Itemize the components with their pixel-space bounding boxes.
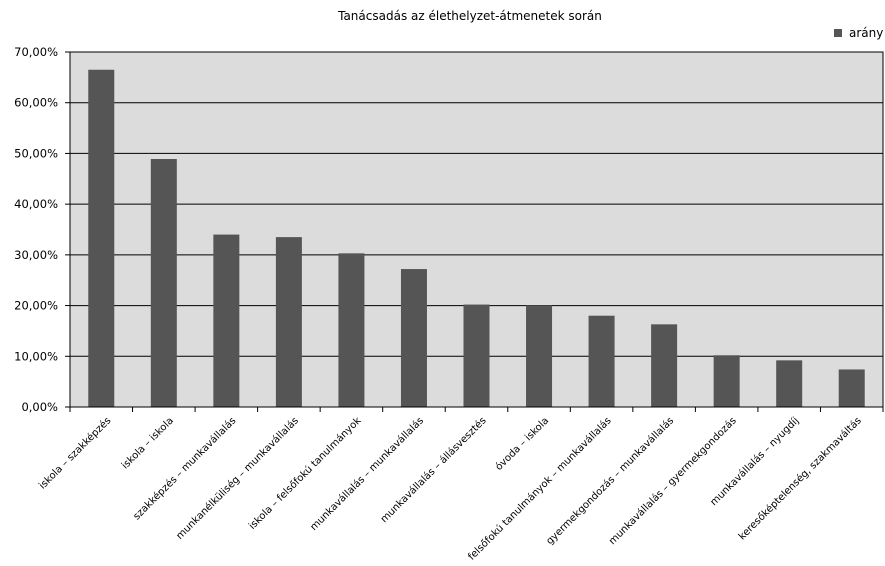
- y-tick-label: 60,00%: [14, 96, 58, 110]
- x-category-label: iskola – szakképzés: [37, 415, 114, 492]
- y-tick-label: 40,00%: [14, 197, 58, 211]
- bar: [88, 69, 115, 407]
- y-tick-label: 10,00%: [14, 349, 58, 363]
- x-category-label: munkavállalás – munkavállalás: [308, 415, 426, 533]
- plot-frame: [69, 51, 884, 408]
- x-category-label: felsőfokú tanulmányok – munkavállalás: [466, 415, 614, 563]
- x-category-label: iskola – felsőfokú tanulmányok: [246, 414, 363, 531]
- x-category-label: keresőképtelenség, szakmaváltás: [736, 415, 864, 543]
- bar: [338, 253, 365, 407]
- x-category-label: munkanélküliség – munkavállalás: [174, 415, 301, 542]
- bar: [400, 269, 427, 407]
- y-tick-label: 0,00%: [21, 400, 58, 414]
- bar: [150, 159, 177, 407]
- x-category-label: munkavállalás – állásvesztés: [378, 415, 488, 525]
- chart-title: Tanácsadás az élethelyzet-átmenetek sorá…: [338, 9, 602, 23]
- x-category-label: szakképzés – munkavállalás: [131, 415, 239, 523]
- bar: [275, 237, 302, 407]
- legend-swatch: [834, 29, 842, 37]
- x-category-label: óvoda – iskola: [493, 415, 551, 473]
- y-tick-label: 20,00%: [14, 299, 58, 313]
- x-category-label: gyermekgondozás – munkavállalás: [544, 415, 676, 547]
- bar: [713, 355, 740, 407]
- legend-label: arány: [849, 26, 884, 40]
- y-tick-label: 70,00%: [14, 45, 58, 59]
- x-category-label: munkavállalás – gyermekgondozás: [606, 415, 738, 547]
- y-tick-label: 30,00%: [14, 248, 58, 262]
- y-tick-label: 50,00%: [14, 146, 58, 160]
- bar: [838, 369, 865, 407]
- bar: [213, 234, 240, 407]
- bar: [526, 305, 553, 407]
- x-category-label: iskola – iskola: [120, 415, 176, 471]
- bar: [776, 360, 803, 407]
- bar: [651, 324, 678, 407]
- bar: [588, 315, 615, 407]
- bar: [463, 304, 490, 407]
- legend: arány: [834, 26, 883, 40]
